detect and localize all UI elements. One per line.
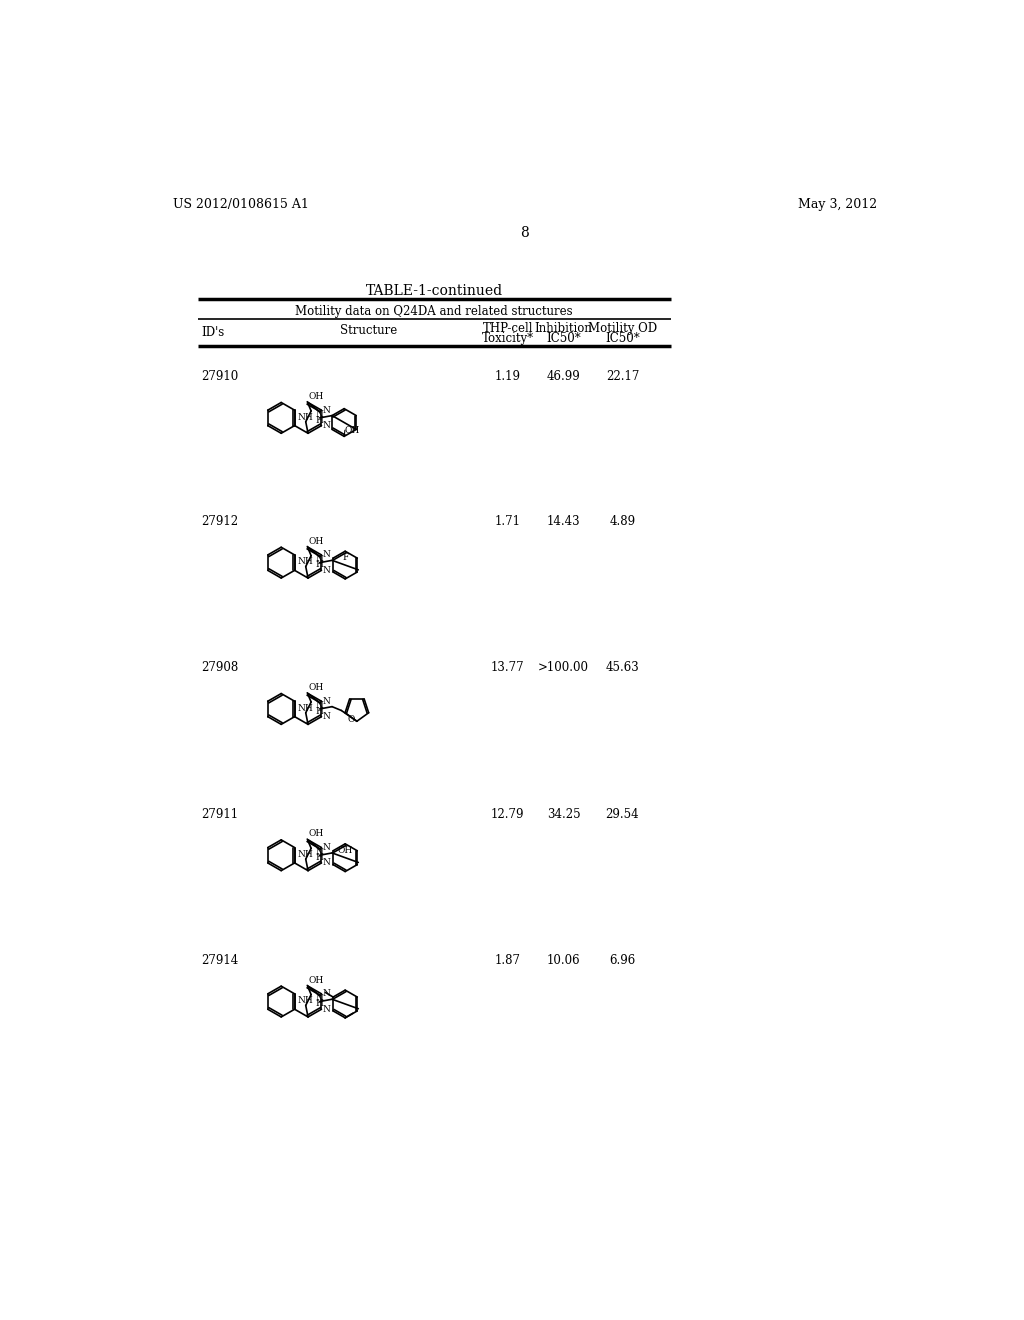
Text: 1.87: 1.87 [495, 954, 521, 966]
Text: OH: OH [308, 829, 324, 838]
Text: Toxicity*: Toxicity* [481, 333, 534, 346]
Text: 14.43: 14.43 [547, 515, 581, 528]
Text: N: N [323, 990, 331, 998]
Text: Motility OD: Motility OD [588, 322, 657, 335]
Text: N: N [315, 701, 324, 710]
Text: 1.71: 1.71 [495, 515, 521, 528]
Text: OH: OH [308, 682, 324, 692]
Text: N: N [323, 843, 331, 851]
Text: N: N [323, 697, 331, 706]
Text: TABLE-1-continued: TABLE-1-continued [366, 284, 503, 298]
Text: H: H [315, 560, 324, 569]
Text: N: N [315, 411, 324, 420]
Text: 34.25: 34.25 [547, 808, 581, 821]
Text: NH: NH [298, 413, 313, 422]
Text: OH: OH [308, 392, 324, 401]
Text: 8: 8 [520, 226, 529, 240]
Text: IC50*: IC50* [546, 333, 581, 346]
Text: 45.63: 45.63 [605, 661, 639, 675]
Text: 27908: 27908 [202, 661, 239, 675]
Text: 22.17: 22.17 [606, 370, 639, 383]
Text: H: H [315, 416, 324, 425]
Text: H: H [315, 853, 324, 862]
Text: NH: NH [298, 997, 313, 1006]
Text: H: H [315, 999, 324, 1008]
Text: Motility data on Q24DA and related structures: Motility data on Q24DA and related struc… [295, 305, 573, 318]
Text: US 2012/0108615 A1: US 2012/0108615 A1 [173, 198, 309, 211]
Text: >100.00: >100.00 [538, 661, 589, 675]
Text: N: N [323, 1005, 331, 1014]
Text: N: N [323, 405, 331, 414]
Text: ID's: ID's [202, 326, 225, 339]
Text: 29.54: 29.54 [605, 808, 639, 821]
Text: NH: NH [298, 704, 313, 713]
Text: N: N [315, 847, 324, 857]
Text: OH: OH [308, 975, 324, 985]
Text: 6.96: 6.96 [609, 954, 636, 966]
Text: 12.79: 12.79 [490, 808, 524, 821]
Text: 27910: 27910 [202, 370, 239, 383]
Text: May 3, 2012: May 3, 2012 [798, 198, 877, 211]
Text: H: H [315, 706, 324, 715]
Text: THP-cell: THP-cell [482, 322, 534, 335]
Text: 27914: 27914 [202, 954, 239, 966]
Text: N: N [323, 713, 331, 721]
Text: N: N [323, 550, 331, 560]
Text: 10.06: 10.06 [547, 954, 581, 966]
Text: Structure: Structure [340, 323, 397, 337]
Text: F: F [342, 553, 348, 562]
Text: N: N [315, 554, 324, 564]
Text: 27912: 27912 [202, 515, 239, 528]
Text: OH: OH [345, 426, 360, 434]
Text: NH: NH [298, 850, 313, 859]
Text: NH: NH [298, 557, 313, 566]
Text: O: O [348, 715, 355, 725]
Text: 13.77: 13.77 [490, 661, 524, 675]
Text: 1.19: 1.19 [495, 370, 521, 383]
Text: OH: OH [338, 846, 353, 855]
Text: 27911: 27911 [202, 808, 239, 821]
Text: IC50*: IC50* [605, 333, 640, 346]
Text: N: N [323, 421, 331, 430]
Text: N: N [323, 858, 331, 867]
Text: N: N [315, 994, 324, 1003]
Text: 4.89: 4.89 [609, 515, 636, 528]
Text: Inhibition: Inhibition [535, 322, 593, 335]
Text: OH: OH [308, 537, 324, 545]
Text: N: N [323, 566, 331, 574]
Text: 46.99: 46.99 [547, 370, 581, 383]
